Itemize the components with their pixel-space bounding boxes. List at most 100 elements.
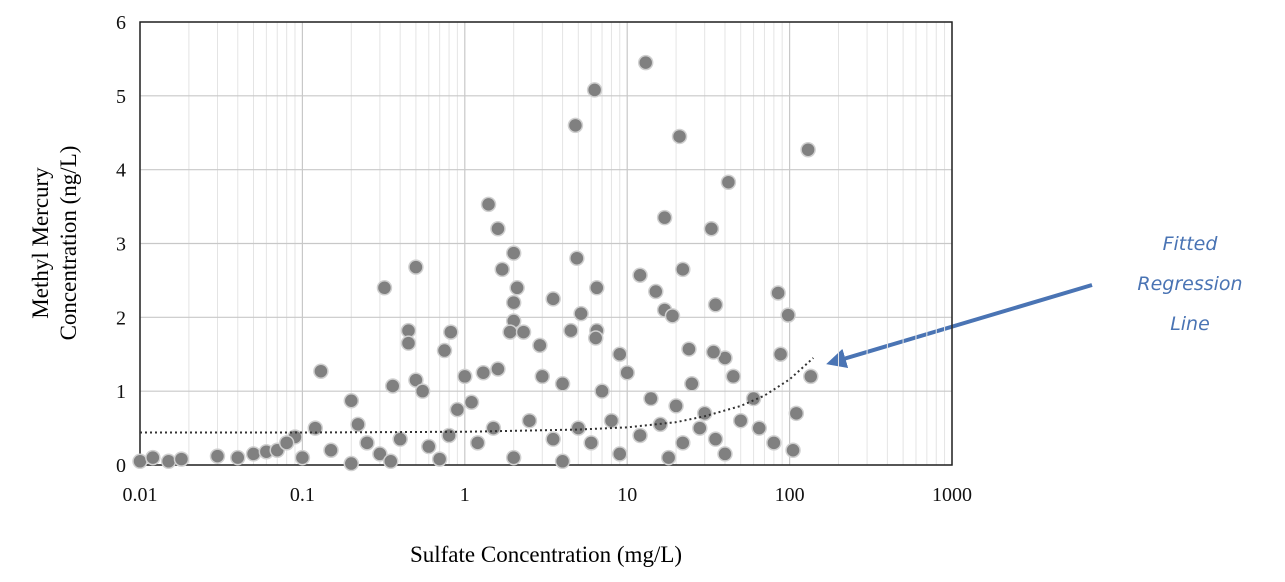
scatter-point — [485, 420, 502, 436]
scatter-point — [632, 427, 648, 444]
scatter-point — [660, 449, 677, 466]
scatter-point — [563, 322, 579, 339]
scatter-point — [359, 435, 375, 451]
y-tick-label: 5 — [116, 86, 126, 108]
scatter-point — [725, 368, 742, 385]
scatter-point — [400, 335, 417, 351]
scatter-point — [490, 220, 506, 237]
x-tick-label: 1 — [460, 484, 470, 506]
fitted-line — [140, 357, 815, 434]
scatter-point — [372, 446, 388, 462]
scatter-point — [173, 451, 190, 467]
scatter-point — [421, 438, 437, 455]
scatter-point — [612, 446, 628, 462]
scatter-point — [788, 405, 805, 422]
x-tick-label: 100 — [775, 484, 805, 506]
y-tick-label: 0 — [116, 455, 126, 477]
scatter-point — [443, 324, 459, 340]
scatter-point — [780, 307, 796, 323]
scatter-point — [209, 448, 226, 464]
scatter-point — [408, 372, 424, 388]
annotation: Regression — [1137, 273, 1242, 295]
scatter-point — [637, 54, 654, 71]
scatter-point — [545, 291, 561, 307]
scatter-point — [534, 368, 551, 385]
scatter-point — [494, 261, 510, 278]
scatter-point — [449, 401, 466, 418]
annotation: Fitted — [1163, 233, 1219, 255]
scatter-point — [505, 294, 522, 311]
scatter-point — [441, 427, 457, 444]
scatter-point — [230, 449, 246, 466]
x-axis-title: Sulfate Concentration (mg/L) — [410, 542, 682, 567]
scatter-point — [313, 363, 329, 379]
scatter-point — [648, 283, 664, 300]
scatter-point — [414, 383, 431, 399]
scatter-point — [751, 420, 767, 436]
scatter-point — [664, 308, 681, 324]
scatter-point — [343, 455, 360, 472]
scatter-point — [800, 141, 816, 158]
scatter-point — [720, 174, 737, 190]
scatter-point — [160, 453, 177, 470]
x-tick-label: 0.1 — [290, 484, 315, 506]
scatter-point — [567, 117, 584, 134]
scatter-point — [463, 394, 480, 410]
scatter-point — [384, 378, 401, 394]
scatter-point — [675, 261, 691, 278]
y-tick-label: 4 — [116, 160, 126, 182]
plot-frame — [139, 21, 953, 466]
scatter-point — [586, 82, 603, 98]
scatter-point — [392, 431, 408, 447]
scatter-point — [766, 435, 782, 451]
scatter-point — [671, 128, 688, 145]
scatter-point — [570, 420, 587, 436]
scatter-point — [554, 453, 571, 470]
scatter-point — [343, 393, 360, 409]
scatter-point — [132, 453, 148, 470]
scatter-point — [278, 435, 295, 451]
scatter-point — [643, 390, 659, 407]
scatter-point — [803, 368, 819, 385]
scatter-point — [684, 376, 700, 392]
scatter-point — [703, 220, 720, 237]
scatter-point — [350, 416, 366, 433]
y-tick-label: 2 — [116, 307, 126, 329]
scatter-point — [587, 330, 604, 346]
scatter-point — [323, 442, 339, 458]
scatter-point — [619, 364, 635, 381]
scatter-point — [696, 405, 713, 422]
scatter-point — [681, 341, 697, 357]
scatter-point — [457, 368, 473, 385]
scatter-point — [383, 453, 399, 470]
annotation: Line — [1170, 313, 1210, 335]
scatter-point — [668, 398, 684, 414]
y-tick-label: 6 — [116, 12, 126, 34]
scatter-point — [436, 342, 453, 359]
scatter-point — [509, 280, 525, 296]
scatter-point — [431, 451, 448, 467]
scatter-point — [294, 449, 311, 466]
scatter-point — [532, 337, 548, 354]
scatter-point — [785, 442, 801, 458]
y-tick-label: 3 — [116, 234, 126, 256]
scatter-point — [589, 280, 605, 296]
scatter-point — [554, 376, 571, 392]
scatter-point — [707, 297, 724, 313]
scatter-point — [675, 435, 691, 451]
scatter-point — [632, 267, 648, 283]
scatter-point — [772, 346, 789, 362]
scatter-point — [502, 324, 518, 340]
y-axis-title-line: Concentration (ng/L) — [56, 146, 81, 341]
x-tick-label: 1000 — [932, 484, 972, 506]
y-tick-label: 1 — [116, 381, 126, 403]
scatter-point — [569, 250, 585, 267]
scatter-point — [583, 435, 599, 451]
scatter-point — [656, 209, 673, 226]
scatter-point — [245, 446, 262, 462]
scatter-point — [505, 449, 522, 466]
scatter-point — [573, 305, 589, 322]
x-tick-label: 0.01 — [123, 484, 158, 506]
scatter-point — [505, 245, 522, 261]
